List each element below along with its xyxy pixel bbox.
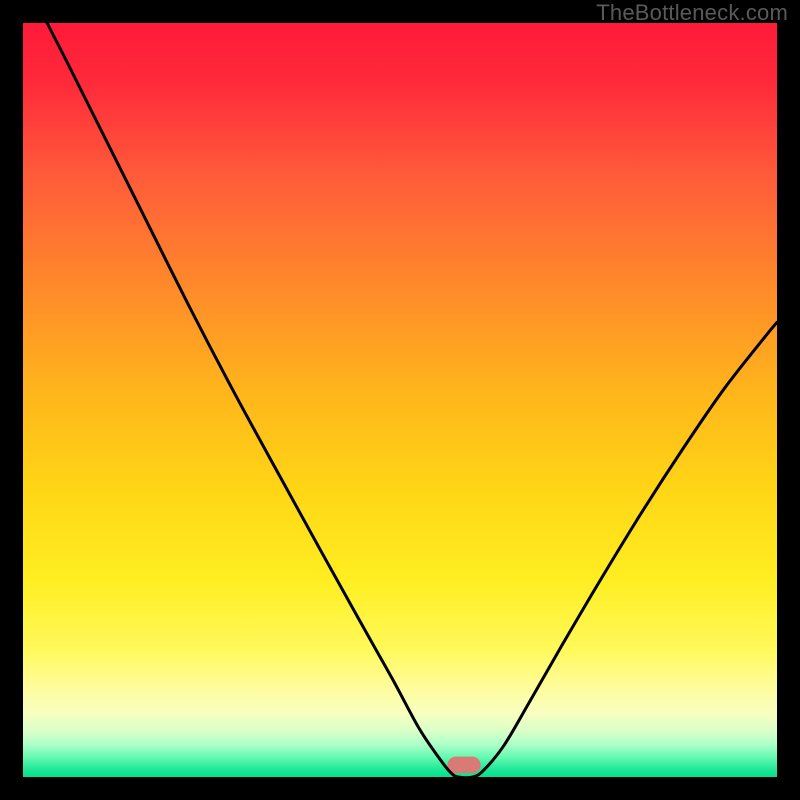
bottleneck-chart (0, 0, 800, 800)
watermark-text: TheBottleneck.com (596, 0, 788, 26)
optimum-marker (448, 757, 481, 774)
plot-background-gradient (23, 23, 777, 777)
chart-frame: TheBottleneck.com (0, 0, 800, 800)
